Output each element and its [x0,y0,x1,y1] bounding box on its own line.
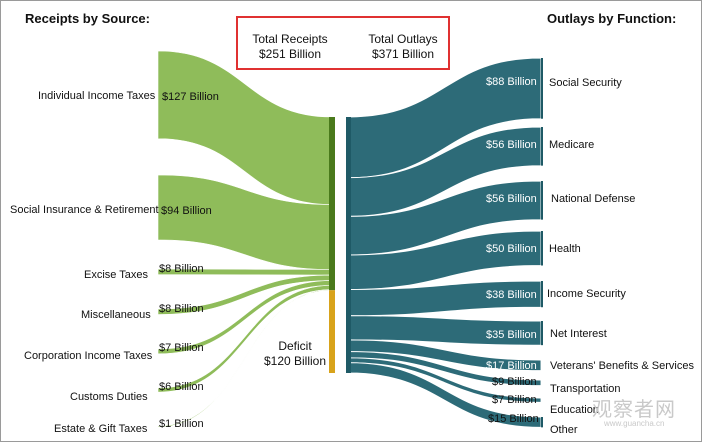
outlay-stub-medicare [541,127,543,166]
outlay-stub-national-defense [541,181,543,220]
outlay-value-transportation: $9 Billion [492,376,537,388]
receipts-column-bar [329,117,335,291]
outlay-label-transportation: Transportation [550,383,621,395]
total-outlays-value: $371 Billion [371,47,435,61]
outlay-label-veterans: Veterans' Benefits & Services [550,360,694,372]
receipt-label-social-insurance: Social Insurance & Retirement [10,204,159,216]
outlay-value-national-defense: $56 Billion [486,193,537,205]
outlay-stub-income-security [541,281,543,308]
outlay-value-veterans: $17 Billion [486,360,537,372]
outlay-flow-veterans-benefits-services [347,339,542,372]
total-outlays: Total Outlays $371 Billion [361,32,445,62]
outlay-flow-transportation [347,351,542,387]
outlays-column-bar [346,117,351,373]
total-receipts-value: $251 Billion [258,47,322,61]
deficit-label-group: Deficit $120 Billion [253,339,337,369]
outlay-label-social-security: Social Security [549,77,622,89]
receipt-label-estate-gift-taxes: Estate & Gift Taxes [54,423,148,435]
outlay-flow-net-interest [347,315,542,346]
total-receipts: Total Receipts $251 Billion [248,32,332,62]
receipt-value-social-insurance: $94 Billion [161,205,212,217]
outlay-flow-medicare [347,126,542,217]
receipts-header: Receipts by Source: [25,11,150,26]
deficit-column-bar [329,290,335,373]
total-outlays-label: Total Outlays [368,32,438,46]
receipt-value-miscellaneous: $8 Billion [159,303,204,315]
receipt-value-customs-duties: $6 Billion [159,381,204,393]
outlay-label-national-defense: National Defense [551,193,636,205]
outlay-label-other: Other [550,424,578,436]
outlay-flow-education [347,357,542,403]
receipt-label-miscellaneous: Miscellaneous [81,309,151,321]
deficit-value: $120 Billion [263,354,327,368]
outlay-label-health: Health [549,243,581,255]
outlays-header: Outlays by Function: [547,11,677,26]
outlay-value-social-security: $88 Billion [486,76,537,88]
receipt-value-individual-income-taxes: $127 Billion [162,91,219,103]
outlay-stub-social-security [541,58,543,119]
outlay-label-medicare: Medicare [549,139,595,151]
receipt-value-excise-taxes: $8 Billion [159,263,204,275]
outlay-value-education: $7 Billion [492,394,537,406]
outlay-stub-other [541,417,543,428]
receipt-label-customs-duties: Customs Duties [70,391,148,403]
outlay-value-medicare: $56 Billion [486,139,537,151]
watermark-url: www.guancha.cn [604,419,665,428]
outlay-stub-net-interest [541,321,543,346]
deficit-label: Deficit [278,339,312,353]
outlay-label-education: Education [550,404,599,416]
outlay-flow-national-defense [347,180,542,256]
outlay-value-health: $50 Billion [486,243,537,255]
receipt-value-corporation-income-taxes: $7 Billion [159,342,204,354]
total-receipts-label: Total Receipts [252,32,328,46]
watermark-logo: 观察者网 [592,399,676,421]
outlay-value-net-interest: $35 Billion [486,329,537,341]
outlay-label-net-interest: Net Interest [550,328,607,340]
receipt-label-excise-taxes: Excise Taxes [84,269,148,281]
outlay-stub-health [541,231,543,266]
receipt-label-individual-income-taxes: Individual Income Taxes [38,90,156,102]
outlay-label-income-security: Income Security [547,288,626,300]
totals-box [236,16,450,70]
receipt-value-estate-gift-taxes: $1 Billion [159,418,204,430]
outlay-value-other: $15 Billion [488,413,539,425]
receipt-label-corporation-income-taxes: Corporation Income Taxes [24,350,153,362]
outlay-value-income-security: $38 Billion [486,289,537,301]
